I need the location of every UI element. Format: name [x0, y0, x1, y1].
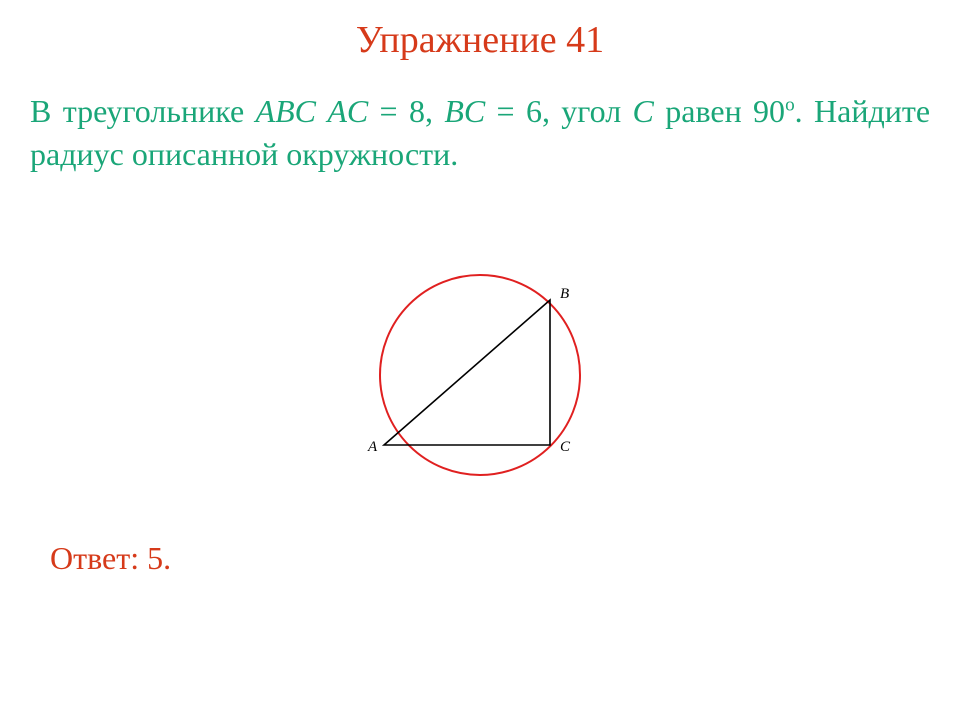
vertex-label-c: C	[560, 439, 571, 455]
var-bc: BC	[444, 93, 485, 129]
geometry-figure: A B C	[320, 255, 640, 505]
triangle-abc	[384, 300, 550, 445]
answer-text: Ответ: 5.	[50, 540, 171, 577]
vertex-label-b: B	[560, 286, 569, 302]
problem-text-1: В треугольнике	[30, 93, 256, 129]
exercise-title: Упражнение 41	[0, 18, 960, 62]
degree-mark: о	[785, 94, 795, 115]
problem-statement: В треугольнике ABC AC = 8, BC = 6, угол …	[30, 90, 930, 176]
figure-svg: A B C	[320, 255, 640, 505]
problem-text-3: = 6, угол	[485, 93, 632, 129]
vertex-label-a: A	[367, 439, 378, 455]
problem-text-4: равен 90	[654, 93, 785, 129]
problem-sp1	[316, 93, 327, 129]
problem-text-2: = 8,	[368, 93, 444, 129]
slide: Упражнение 41 В треугольнике ABC AC = 8,…	[0, 0, 960, 720]
var-ac: AC	[327, 93, 368, 129]
var-abc: ABC	[256, 93, 316, 129]
var-c: C	[633, 93, 654, 129]
